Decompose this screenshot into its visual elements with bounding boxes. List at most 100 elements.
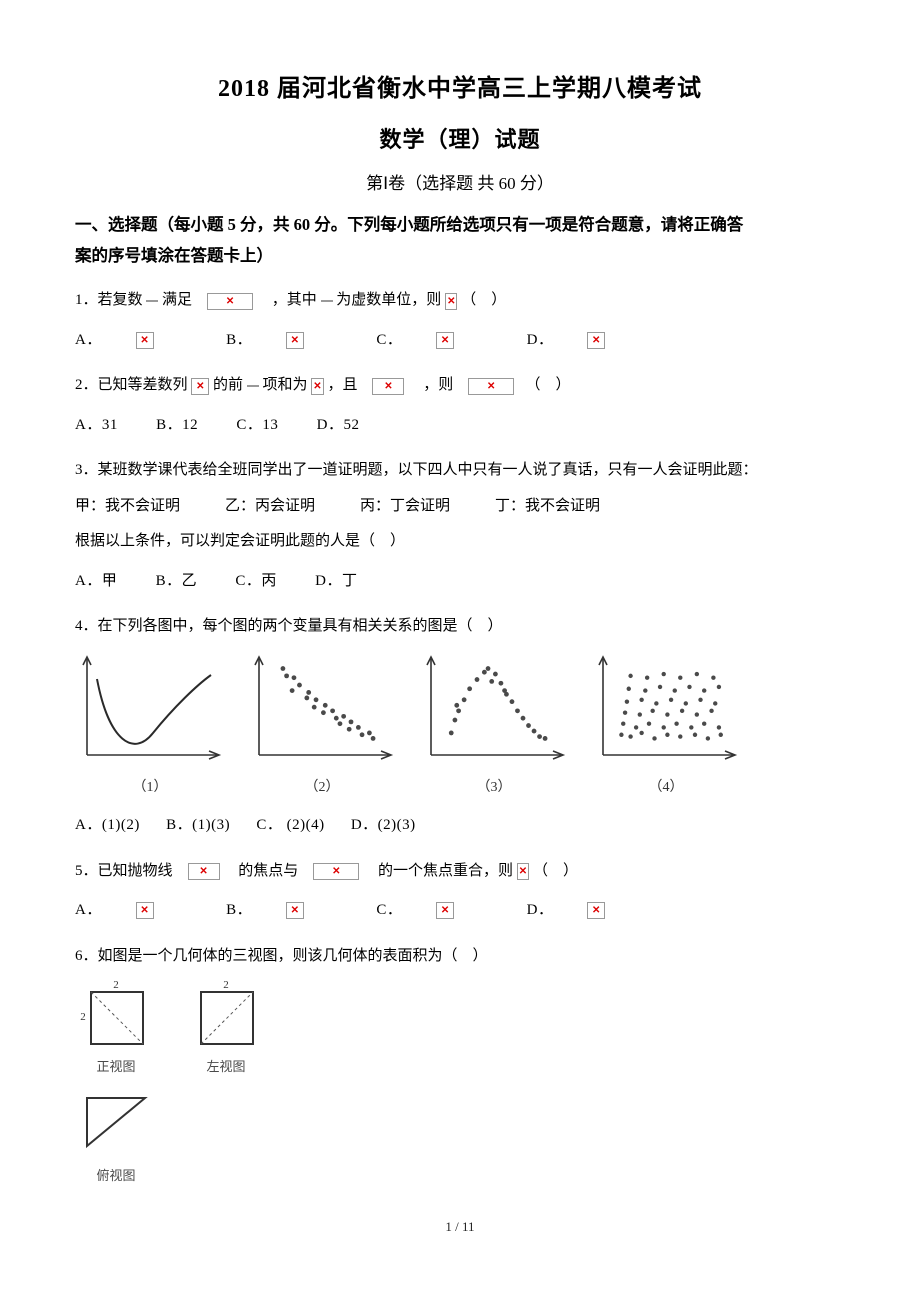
front-diag bbox=[91, 992, 143, 1044]
chart-4-svg bbox=[591, 651, 741, 771]
q2-stem: 2．已知等差数列 的前 项和为 ，且 ，则 （ ） bbox=[75, 370, 845, 402]
formula-ellipse-icon bbox=[313, 863, 359, 880]
q6-top-view: 俯视图 bbox=[75, 1087, 157, 1189]
section-line-2: 案的序号填涂在答题卡上） bbox=[75, 246, 273, 265]
q4-chart-1: （1） bbox=[75, 651, 225, 802]
front-dim-left: 2 bbox=[80, 1011, 86, 1023]
q3-opt-c[interactable]: C．丙 bbox=[235, 566, 277, 598]
q4-opt-c[interactable]: C． (2)(4) bbox=[256, 810, 324, 842]
left-diag bbox=[201, 992, 253, 1044]
q1-stem-c: ，其中 bbox=[257, 292, 321, 308]
page-title-1: 2018 届河北省衡水中学高三上学期八模考试 bbox=[75, 70, 845, 108]
q4-opt-a[interactable]: A．(1)(2) bbox=[75, 810, 140, 842]
formula-cond-icon bbox=[372, 378, 404, 395]
q2-stem-e: ，则 bbox=[408, 377, 468, 393]
formula-z-icon bbox=[146, 300, 158, 302]
formula-parabola-icon bbox=[188, 863, 220, 880]
formula-i-icon bbox=[321, 300, 333, 302]
formula-an-icon bbox=[191, 378, 209, 395]
q3-opt-d[interactable]: D．丁 bbox=[315, 566, 357, 598]
formula-icon bbox=[136, 332, 154, 349]
q1-opt-a[interactable]: A． bbox=[75, 325, 188, 357]
q5-opt-d[interactable]: D． bbox=[527, 895, 640, 927]
q5-opt-a-label: A． bbox=[75, 895, 102, 927]
q4-stem: 4．在下列各图中，每个图的两个变量具有相关关系的图是（ ） bbox=[75, 611, 845, 643]
q4-opt-d[interactable]: D．(2)(3) bbox=[351, 810, 416, 842]
top-triangle bbox=[87, 1098, 145, 1146]
q4-chart-3: （3） bbox=[419, 651, 569, 802]
q2-stem-a: 2．已知等差数列 bbox=[75, 377, 191, 393]
q5-opt-b-label: B． bbox=[226, 895, 252, 927]
front-view-svg: 2 2 bbox=[75, 978, 157, 1050]
formula-sn-icon bbox=[311, 378, 323, 395]
q1-opt-d[interactable]: D． bbox=[527, 325, 640, 357]
chart-1-svg bbox=[75, 651, 225, 771]
front-view-label: 正视图 bbox=[96, 1053, 135, 1080]
formula-icon bbox=[436, 332, 454, 349]
formula-icon bbox=[587, 902, 605, 919]
chart-2-label: （2） bbox=[305, 773, 340, 802]
q1-stem-b: 满足 bbox=[162, 292, 207, 308]
q2-opt-a[interactable]: A．31 bbox=[75, 410, 118, 442]
q1-stem: 1．若复数 满足 ，其中 为虚数单位，则 （ ） bbox=[75, 285, 845, 317]
front-dim-top: 2 bbox=[113, 979, 119, 991]
q5-stem-c: 的一个焦点重合，则 bbox=[363, 863, 517, 879]
chart-1-label: （1） bbox=[133, 773, 168, 802]
q5-opt-d-label: D． bbox=[527, 895, 554, 927]
q1-opt-d-label: D． bbox=[527, 325, 554, 357]
question-4: 4．在下列各图中，每个图的两个变量具有相关关系的图是（ ） （1） （2） （3… bbox=[75, 611, 845, 841]
q3-opt-b[interactable]: B．乙 bbox=[156, 566, 198, 598]
q1-options: A． B． C． D． bbox=[75, 325, 845, 357]
q5-options: A． B． C． D． bbox=[75, 895, 845, 927]
q1-stem-e: （ ） bbox=[461, 292, 506, 308]
q2-options: A．31 B．12 C．13 D．52 bbox=[75, 410, 845, 442]
section-header: 一、选择题（每小题 5 分，共 60 分。下列每小题所给选项只有一项是符合题意，… bbox=[75, 209, 845, 272]
q1-stem-d: 为虚数单位，则 bbox=[336, 292, 445, 308]
q2-opt-b[interactable]: B．12 bbox=[156, 410, 198, 442]
page-title-2: 数学（理）试题 bbox=[75, 122, 845, 157]
section-line-1: 一、选择题（每小题 5 分，共 60 分。下列每小题所给选项只有一项是符合题意，… bbox=[75, 215, 743, 234]
q5-opt-a[interactable]: A． bbox=[75, 895, 188, 927]
question-1: 1．若复数 满足 ，其中 为虚数单位，则 （ ） A． B． C． D． bbox=[75, 285, 845, 356]
q1-opt-a-label: A． bbox=[75, 325, 102, 357]
q6-views-row1: 2 2 正视图 2 左视图 bbox=[75, 978, 845, 1080]
q5-stem-b: 的焦点与 bbox=[223, 863, 313, 879]
q2-opt-c[interactable]: C．13 bbox=[236, 410, 278, 442]
chart-3-svg bbox=[419, 651, 569, 771]
formula-icon bbox=[286, 902, 304, 919]
formula-icon bbox=[136, 902, 154, 919]
q3-line3: 根据以上条件，可以判定会证明此题的人是（ ） bbox=[75, 526, 845, 558]
chart-3-label: （3） bbox=[477, 773, 512, 802]
left-view-label: 左视图 bbox=[206, 1053, 245, 1080]
q2-stem-d: ，且 bbox=[327, 377, 372, 393]
q4-opt-b[interactable]: B．(1)(3) bbox=[166, 810, 230, 842]
formula-expr-icon bbox=[468, 378, 514, 395]
q1-opt-b[interactable]: B． bbox=[226, 325, 338, 357]
q2-opt-d[interactable]: D．52 bbox=[317, 410, 360, 442]
top-view-label: 俯视图 bbox=[96, 1162, 135, 1189]
q6-views-row2: 俯视图 bbox=[75, 1087, 845, 1189]
q5-stem: 5．已知抛物线 的焦点与 的一个焦点重合，则 （ ） bbox=[75, 856, 845, 888]
q5-opt-c-label: C． bbox=[376, 895, 402, 927]
q1-stem-a: 1．若复数 bbox=[75, 292, 146, 308]
q1-opt-c[interactable]: C． bbox=[376, 325, 488, 357]
q6-left-view: 2 左视图 bbox=[185, 978, 267, 1080]
chart-2-svg bbox=[247, 651, 397, 771]
formula-eq-icon bbox=[207, 293, 253, 310]
top-view-svg bbox=[75, 1087, 157, 1159]
q5-opt-c[interactable]: C． bbox=[376, 895, 488, 927]
formula-icon bbox=[436, 902, 454, 919]
q2-stem-f: （ ） bbox=[518, 377, 571, 393]
formula-icon bbox=[286, 332, 304, 349]
question-3: 3．某班数学课代表给全班同学出了一道证明题，以下四人中只有一人说了真话，只有一人… bbox=[75, 455, 845, 597]
q3-line2: 甲：我不会证明 乙：丙会证明 丙：丁会证明 丁：我不会证明 bbox=[75, 491, 845, 523]
q3-opt-a[interactable]: A．甲 bbox=[75, 566, 117, 598]
left-view-svg: 2 bbox=[185, 978, 267, 1050]
page-subtitle: 第Ⅰ卷（选择题 共 60 分） bbox=[75, 170, 845, 197]
q5-opt-b[interactable]: B． bbox=[226, 895, 338, 927]
q3-options: A．甲 B．乙 C．丙 D．丁 bbox=[75, 566, 845, 598]
left-dim-top: 2 bbox=[223, 979, 229, 991]
q4-options: A．(1)(2) B．(1)(3) C． (2)(4) D．(2)(3) bbox=[75, 810, 845, 842]
q5-stem-d: （ ） bbox=[533, 863, 578, 879]
q5-stem-a: 5．已知抛物线 bbox=[75, 863, 188, 879]
